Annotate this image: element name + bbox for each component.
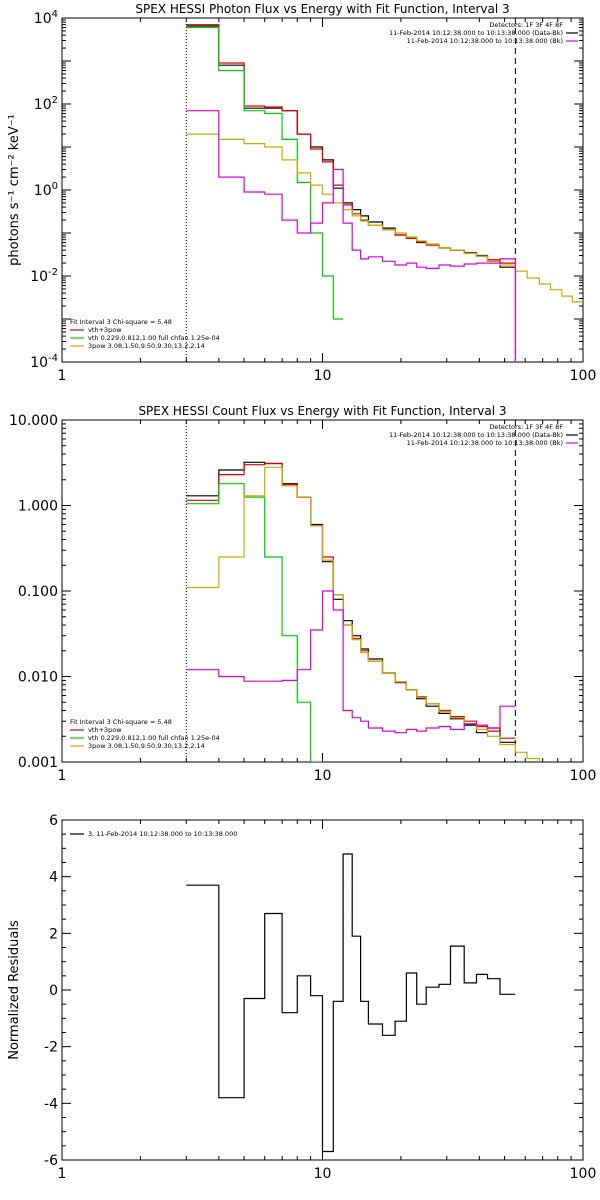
series-line-0 [186,853,516,1153]
legend-text: 3pow 3.08,1.50,9.50,9.30,13.2,2.14 [88,742,205,750]
y-tick-label: 1.000 [18,499,58,515]
header-text: Detectors: 1F 3F 4F 8F [489,423,563,431]
plot-area [185,420,540,762]
legend-text: vth 0.229,0.812,1.00 full chfan 1.25e-04 [88,734,220,742]
series-line-1 [186,462,516,739]
x-tick-label: 1 [58,768,67,784]
legend-text: Fit Interval 3 Chi-square = 5.48 [70,718,172,726]
series-line-0 [186,25,516,268]
y-tick-label: 102 [34,95,58,113]
y-tick-label: -2 [44,1040,58,1056]
y-tick-label: 2 [49,926,58,942]
y-axis-label: photons s⁻¹ cm⁻² keV⁻¹ [7,114,22,266]
x-tick-label: 10 [314,368,332,384]
y-tick-label: -4 [44,1096,58,1112]
y-tick-label: 104 [34,9,58,27]
count-flux-panel: SPEX HESSI Count Flux vs Energy with Fit… [9,404,596,784]
residuals-panel: Normalized Residuals 1 10 100 -6 -4 -2 0 2 4 6 3, 1… [7,813,596,1182]
y-tick-label: 10-2 [30,267,58,285]
header-text: 11-Feb-2014 10:12:38.000 to 10:13:38.000… [389,29,563,37]
x-tick-label: 100 [570,1166,597,1182]
plot-area [186,853,516,1153]
y-tick-label: 4 [49,870,58,886]
y-tick-label: -6 [44,1153,58,1169]
legend-text: Fit Interval 3 Chi-square = 5.48 [70,318,172,326]
x-tick-label: 10 [314,768,332,784]
series-line-3 [186,466,540,762]
header-text: 11-Feb-2014 10:12:38.000 to 10:13:38.000… [407,439,563,447]
x-tick-label: 1 [58,1166,67,1182]
y-axis-label: Normalized Residuals [7,920,22,1060]
series-line-4 [186,110,516,362]
x-tick-label: 100 [570,768,597,784]
x-tick-label: 10 [314,1166,332,1182]
legend-text: 3, 11-Feb-2014 10:12:38.000 to 10:13:38.… [88,830,237,838]
series-line-1 [186,24,516,264]
legend-text: vth 0.229,0.812,1.00 full chfan 1.25e-04 [88,334,220,342]
series-line-2 [186,483,323,762]
series-line-3 [186,133,583,303]
legend-text: vth+3pow [88,726,122,734]
legend-text: vth+3pow [88,326,122,334]
header-text: 11-Feb-2014 10:12:38.000 to 10:13:38.000… [407,37,563,45]
series-line-2 [186,26,344,320]
y-tick-label: 100 [34,181,58,199]
y-tick-label: 6 [49,813,58,829]
y-tick-label: 0 [49,983,58,999]
plot-area [185,18,583,362]
y-tick-label: 0.100 [18,584,58,600]
photon-flux-panel: SPEX HESSI Photon Flux vs Energy with Fi… [7,2,596,384]
x-tick-label: 100 [570,368,597,384]
header-text: 11-Feb-2014 10:12:38.000 to 10:13:38.000… [389,431,563,439]
y-tick-label: 0.001 [18,755,58,771]
series-line-4 [186,590,516,734]
chart-title: SPEX HESSI Count Flux vs Energy with Fit… [138,404,506,418]
y-tick-label: 10.000 [9,413,58,429]
y-tick-label: 10-4 [30,353,58,371]
header-text: Detectors: 1F 3F 4F 8F [489,21,563,29]
series-line-0 [186,461,516,743]
legend-text: 3pow 3.08,1.50,9.50,9.30,13.2,2.14 [88,342,205,350]
y-tick-label: 0.010 [18,670,58,686]
x-tick-label: 1 [58,368,67,384]
chart-title: SPEX HESSI Photon Flux vs Energy with Fi… [135,2,509,16]
